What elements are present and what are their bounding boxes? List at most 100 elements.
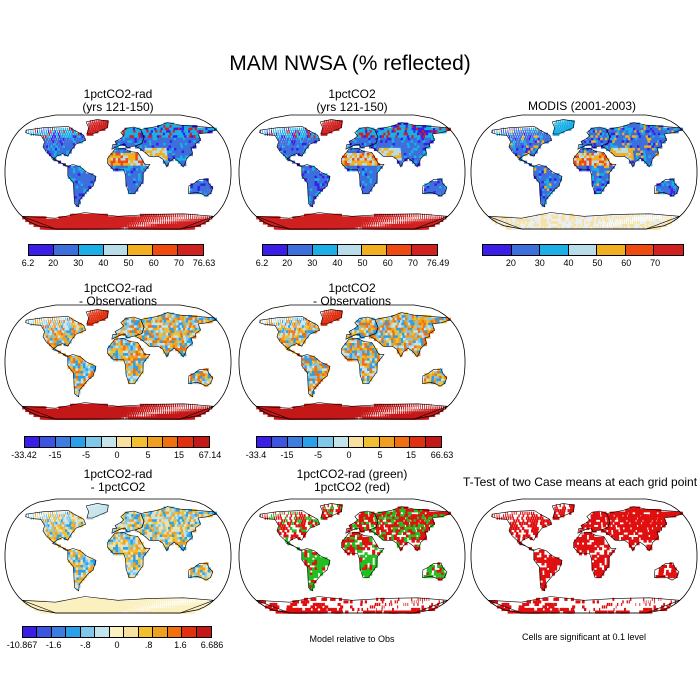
colorbar-swatch [511,245,541,255]
coastline-sa [67,164,97,208]
coastline-sa [301,164,331,208]
colorbar-swatch [257,437,273,447]
colorbar-tick-label: 20 [282,258,293,268]
colorbar-swatch [337,245,363,255]
colorbar-swatch [394,437,411,447]
colorbar-swatch [78,245,104,255]
colorbar-swatch [263,245,288,255]
coastline-as [134,312,216,358]
colorbar-swatch [70,437,87,447]
colorbar-swatch [272,437,288,447]
map-modis [468,112,700,232]
colorbar-swatch [483,245,512,255]
panel-title-5: 1pctCO2- Observations [312,281,392,308]
colorbar-tick-label: 67.14 [198,450,222,460]
coastline-na [25,316,86,357]
coastline-as [368,122,450,168]
note-model-relative: Model relative to Obs [309,634,395,644]
coastline-af [573,148,617,194]
colorbar-swatch [153,245,179,255]
colorbar-swatch [29,245,54,255]
colorbar-tick-label: -33.42 [11,450,37,460]
colorbar-tick-label: 30 [73,258,84,268]
coastline-na [259,510,320,551]
coastline-na [491,510,552,551]
panel-title-3: MODIS (2001-2003) [527,99,637,113]
coastline-sa [67,354,97,398]
colorbar-swatch [116,437,133,447]
colorbar-swatch [287,437,303,447]
colorbar-tick-label: 40 [332,258,343,268]
colorbar-swatch [86,437,102,447]
coastline-eu [345,510,379,534]
colorbar-swatch [37,627,52,637]
colorbar-swatches [262,244,438,256]
coastline-as [134,122,216,168]
coastline-na [25,126,86,167]
colorbar-swatch [55,437,71,447]
coastline-af [341,338,385,384]
colorbar-tick-label: 20 [505,258,516,268]
colorbar-tick-label: 50 [592,258,603,268]
map-border [238,114,466,230]
coastline-gr [319,503,343,519]
colorbar-tick-label: 1.6 [174,640,187,650]
coastline-eu [111,316,145,340]
colorbar-tick-label: 5 [377,450,383,460]
colorbar-ticks: 20 30 40 50 60 70 [482,258,684,270]
map-1pctco2 [236,112,468,232]
colorbar-tick-label: -15 [280,450,294,460]
coastline-af [107,532,151,578]
colorbar-tick-label: 60 [382,258,393,268]
coastline-gr [319,119,343,135]
coastline-eu [577,510,611,534]
colorbar-tick-label: 50 [357,258,368,268]
colorbar-swatch [132,437,148,447]
panel-title-1: 1pctCO2-rad (yrs 121-150) [82,87,154,114]
colorbar-tick-label: 6.2 [21,258,35,268]
coastline-au [422,562,448,581]
colorbar-swatch [333,437,349,447]
colorbar-swatch [178,437,194,447]
colorbar-swatch [167,627,183,637]
colorbar-tick-label: -10.867 [6,640,38,650]
colorbar-swatch [95,627,110,637]
coastline-na [259,316,320,357]
colorbar-swatch [302,437,319,447]
map-border [470,114,698,230]
coastline-eu [345,316,379,340]
colorbar-tick-label: 40 [98,258,109,268]
colorbar-swatch [147,437,163,447]
coastline-au [654,178,680,197]
colorbar-swatch [80,627,96,637]
colorbar-swatch [53,245,79,255]
colorbar-swatch [182,627,197,637]
colorbar-tick-label: 66.63 [430,450,454,460]
colorbar-tick-label: 5 [145,450,151,460]
colorbar-tick-label: -1.6 [45,640,62,650]
coastline-sa [67,548,97,592]
colorbar-tick-label: 20 [48,258,59,268]
colorbar-tick-label: 0 [114,450,120,460]
colorbar-swatch [178,245,203,255]
map-cells [488,120,684,230]
colorbar-tick-label: -15 [48,450,62,460]
colorbar-tick-label: 70 [173,258,184,268]
coastline-sa [533,548,563,592]
colorbar-ticks: 6.2 20 30 40 50 60 70 76.49 [256,258,450,270]
colorbar-tick-label: 0 [346,450,352,460]
colorbar-ticks: -33.42 -15 -5 0 5 15 67.14 [11,450,221,462]
coastline-af [573,532,617,578]
map-rad-minus-co2 [2,496,234,616]
coastline-sa [301,548,331,592]
colorbar-tick-label: 70 [407,258,418,268]
colorbar-tick-label: -33.4 [245,450,267,460]
colorbar-swatch [109,627,125,637]
coastline-gr [85,503,109,519]
coastline-na [491,126,552,167]
colorbar-swatch [128,245,154,255]
coastline-af [341,532,385,578]
panel-title-8: T-Test of two Case means at each grid po… [462,475,698,489]
colorbar-5: -33.4 -15 -5 0 5 15 66.63 [246,436,453,462]
colorbar-tick-label: -5 [81,450,91,460]
